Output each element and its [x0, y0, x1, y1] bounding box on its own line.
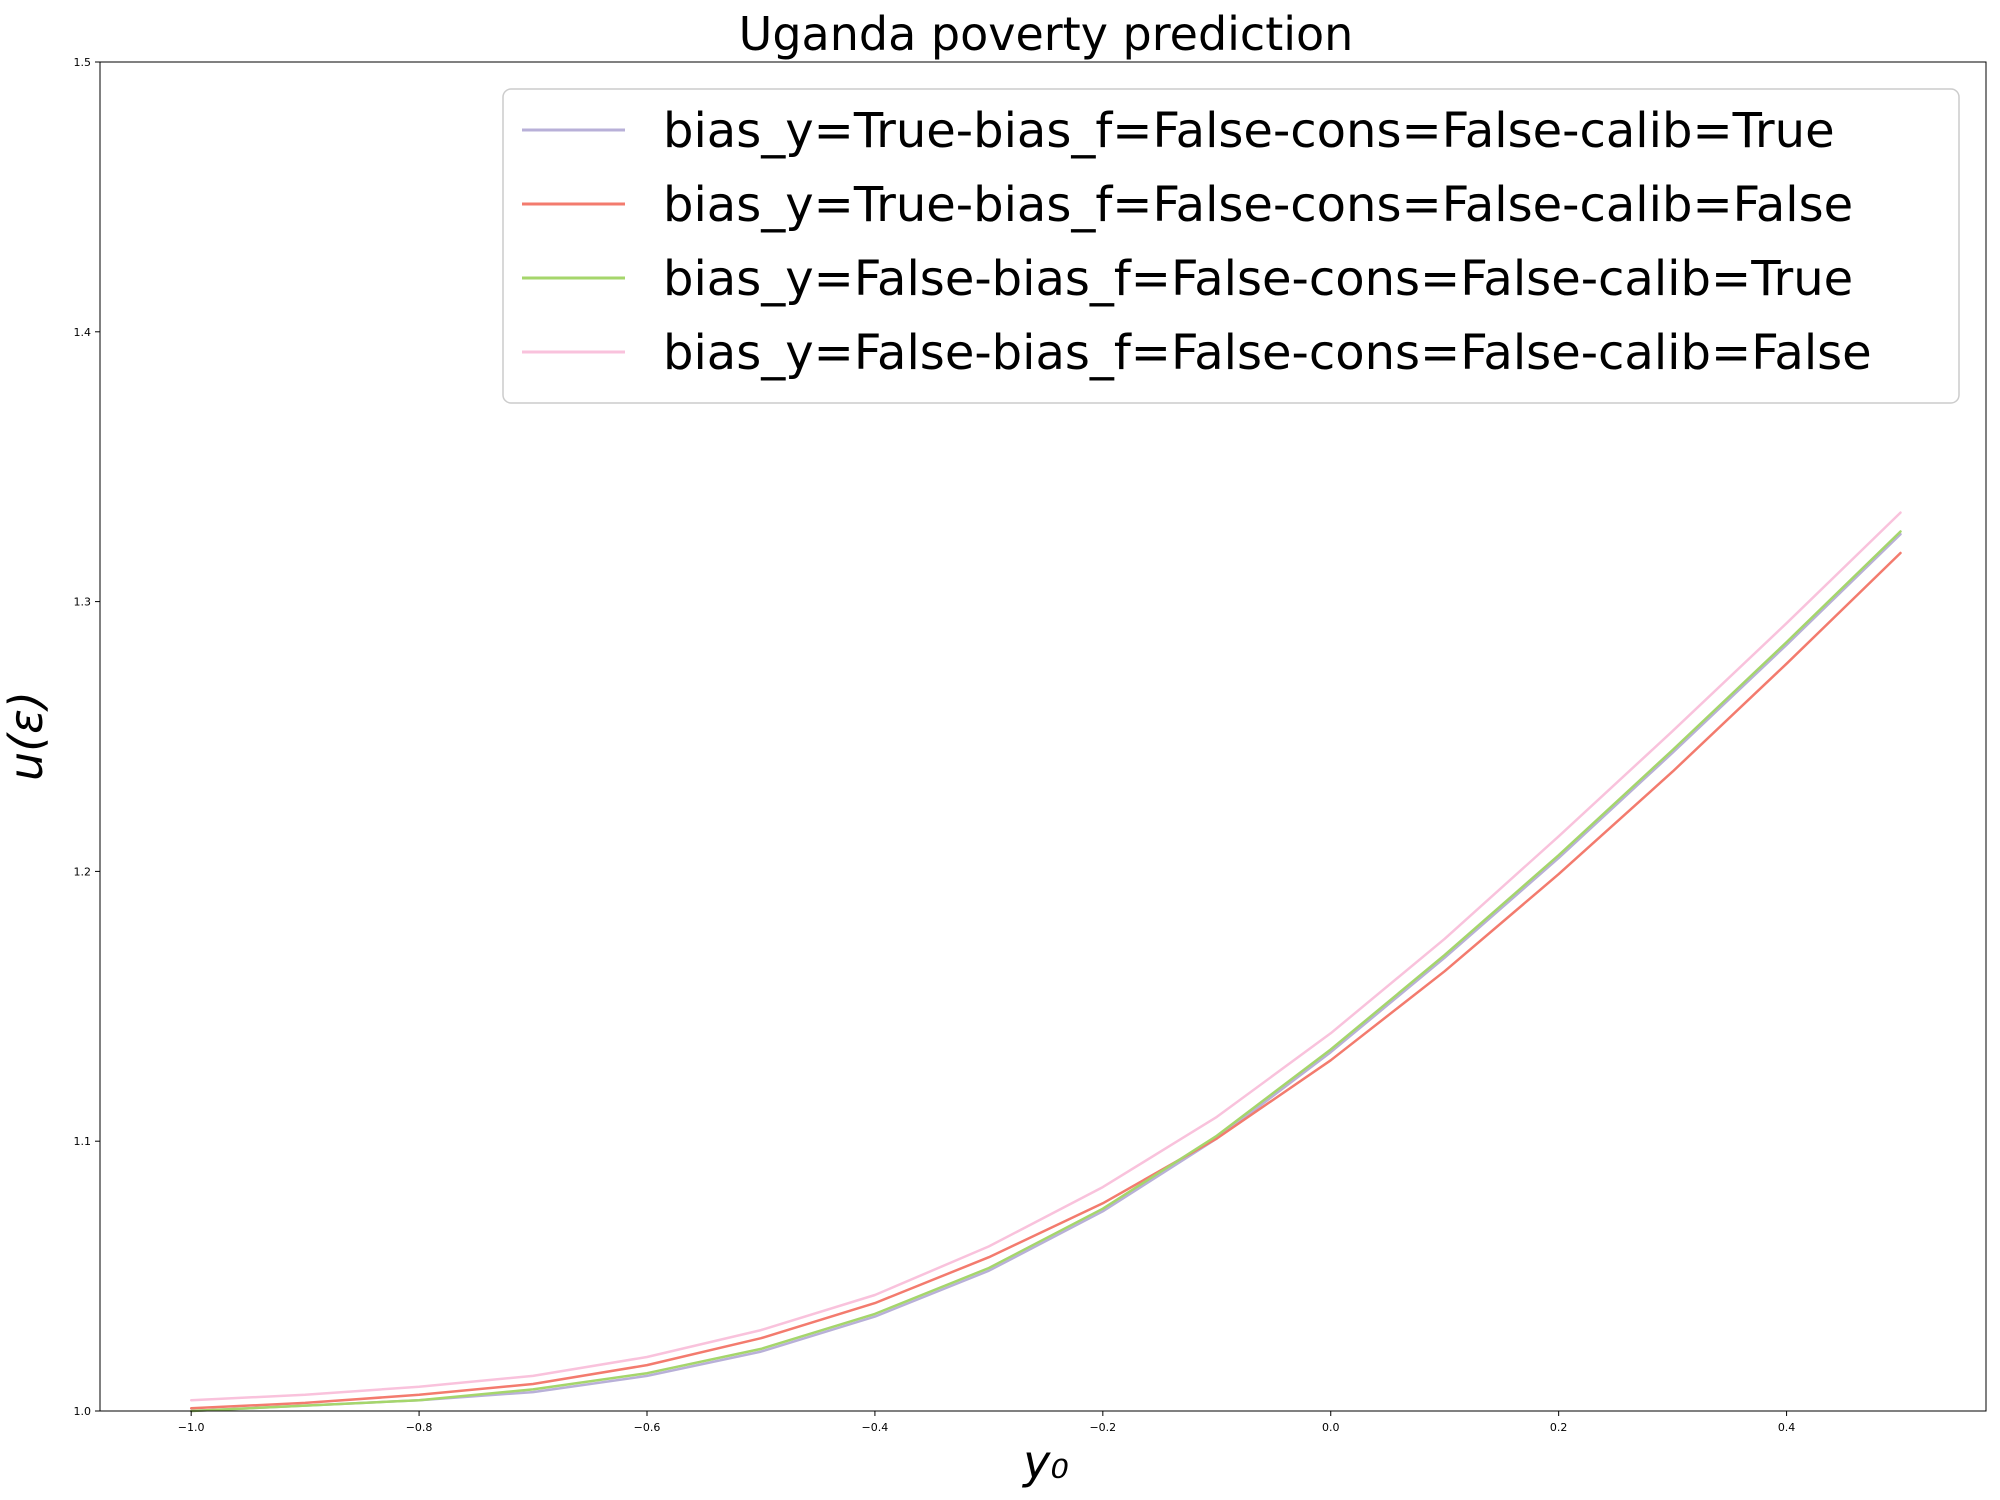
x-tick-label: −1.0: [178, 1421, 205, 1434]
y-tick-label: 1.0: [74, 1405, 92, 1418]
x-tick-label: 0.4: [1778, 1421, 1796, 1434]
series-line-1: [189, 532, 1902, 1413]
plot-frame: [99, 61, 1987, 1412]
legend-label-1: bias_y=True-bias_f=False-cons=False-cali…: [663, 103, 1835, 159]
chart-title: Uganda poverty prediction: [739, 7, 1354, 61]
x-tick-label: 0.0: [1322, 1421, 1340, 1434]
x-axis: −1.0 −0.8 −0.6 −0.4 −0.2 0.0 0.2 0.4: [178, 1411, 1796, 1434]
series-line-4: [189, 511, 1902, 1402]
y-axis: 1.0 1.1 1.2 1.3 1.4 1.5: [74, 56, 100, 1418]
y-tick-label: 1.1: [74, 1135, 92, 1148]
x-axis-label: y₀: [1021, 1435, 1069, 1489]
series-layer: [189, 511, 1902, 1413]
legend-label-2: bias_y=True-bias_f=False-cons=False-cali…: [663, 177, 1853, 233]
x-tick-label: −0.8: [406, 1421, 433, 1434]
legend-label-4: bias_y=False-bias_f=False-cons=False-cal…: [663, 325, 1872, 381]
x-tick-label: −0.6: [634, 1421, 661, 1434]
x-tick-label: 0.2: [1550, 1421, 1568, 1434]
legend: bias_y=True-bias_f=False-cons=False-cali…: [502, 88, 1960, 404]
x-tick-label: −0.4: [862, 1421, 889, 1434]
x-tick-label: −0.2: [1089, 1421, 1116, 1434]
legend-frame: [502, 88, 1960, 404]
legend-label-3: bias_y=False-bias_f=False-cons=False-cal…: [663, 251, 1853, 307]
series-line-3: [189, 530, 1902, 1413]
y-tick-label: 1.2: [74, 865, 92, 878]
y-tick-label: 1.3: [74, 596, 92, 609]
series-line-2: [189, 551, 1902, 1410]
y-tick-label: 1.4: [74, 326, 92, 339]
y-tick-label: 1.5: [74, 56, 92, 69]
y-axis-label: u(ε): [0, 691, 53, 781]
